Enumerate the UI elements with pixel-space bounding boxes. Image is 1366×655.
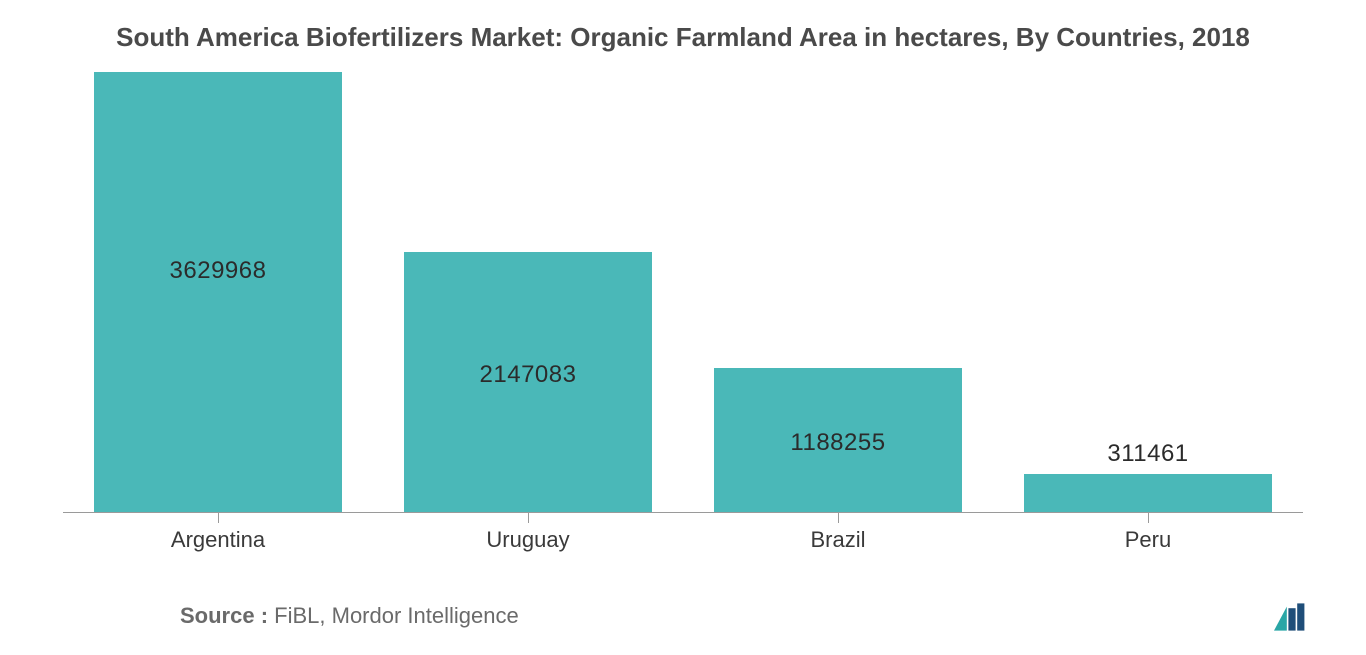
brand-logo bbox=[1274, 599, 1306, 633]
source-text: FiBL, Mordor Intelligence bbox=[274, 603, 519, 628]
tick-mark bbox=[838, 513, 839, 523]
bar-slot: 2147083 bbox=[373, 252, 683, 512]
bar-value-label: 311461 bbox=[1024, 440, 1272, 468]
category-label: Brazil bbox=[810, 527, 865, 553]
chart-container: South America Biofertilizers Market: Org… bbox=[0, 0, 1366, 655]
bar: 3629968 bbox=[94, 72, 342, 512]
category-label: Argentina bbox=[171, 527, 265, 553]
bar-slot: 1188255 bbox=[683, 368, 993, 512]
source-citation: Source : FiBL, Mordor Intelligence bbox=[180, 603, 519, 629]
tick-mark bbox=[528, 513, 529, 523]
bar: 2147083 bbox=[404, 252, 652, 512]
tick-slot: Peru bbox=[993, 513, 1303, 553]
bar-value-label: 2147083 bbox=[404, 361, 652, 389]
tick-mark bbox=[1148, 513, 1149, 523]
x-axis-ticks: Argentina Uruguay Brazil Peru bbox=[63, 513, 1303, 553]
chart-footer: Source : FiBL, Mordor Intelligence bbox=[0, 599, 1366, 633]
bar-slot: 3629968 bbox=[63, 72, 373, 512]
tick-mark bbox=[218, 513, 219, 523]
bar-slot: 311461 bbox=[993, 474, 1303, 512]
plot-area: 3629968 2147083 1188255 311461 Argentina Uru… bbox=[63, 73, 1303, 553]
tick-slot: Argentina bbox=[63, 513, 373, 553]
bar-value-label: 3629968 bbox=[94, 257, 342, 285]
source-prefix: Source : bbox=[180, 603, 268, 628]
bar: 1188255 bbox=[714, 368, 962, 512]
category-label: Peru bbox=[1125, 527, 1171, 553]
brand-logo-icon bbox=[1274, 601, 1306, 633]
bar-value-label: 1188255 bbox=[714, 429, 962, 457]
tick-slot: Uruguay bbox=[373, 513, 683, 553]
category-label: Uruguay bbox=[486, 527, 569, 553]
tick-slot: Brazil bbox=[683, 513, 993, 553]
bars-row: 3629968 2147083 1188255 311461 bbox=[63, 73, 1303, 513]
chart-title: South America Biofertilizers Market: Org… bbox=[83, 20, 1283, 55]
bar: 311461 bbox=[1024, 474, 1272, 512]
